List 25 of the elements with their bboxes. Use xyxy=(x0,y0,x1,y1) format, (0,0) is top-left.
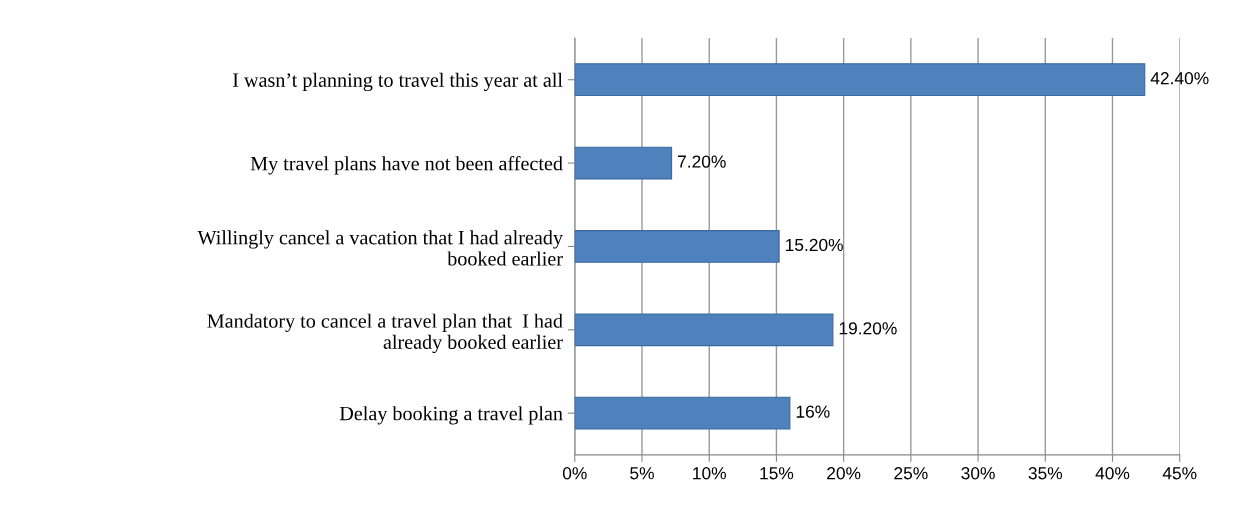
y-tick-label: Delay booking a travel plan xyxy=(339,406,563,425)
bar xyxy=(574,396,791,430)
bar xyxy=(574,313,834,347)
x-tick-label: 10% xyxy=(693,467,726,480)
x-tick-label: 45% xyxy=(1162,467,1197,480)
bar xyxy=(574,63,1146,97)
x-tick-label: 0% xyxy=(562,467,587,480)
bar xyxy=(574,230,780,263)
x-tick-label: 25% xyxy=(894,467,928,480)
data-label: 16% xyxy=(796,405,830,418)
x-tick-label: 15% xyxy=(760,467,794,480)
x-tick-label: 40% xyxy=(1095,467,1130,480)
bar xyxy=(574,146,673,180)
y-tick-label: My travel plans have not been affected xyxy=(250,155,563,175)
data-label: 7.20% xyxy=(678,155,726,168)
y-tick-label: I wasn’t planning to travel this year at all xyxy=(232,72,563,92)
data-label: 19.20% xyxy=(839,322,897,335)
x-tick-label: 5% xyxy=(630,467,654,480)
y-tick-label: Mandatory to cancel a travel plan that I had already booked earlier xyxy=(207,313,563,354)
x-tick-label: 30% xyxy=(961,467,995,480)
data-label: 15.20% xyxy=(785,238,843,252)
x-tick-label: 35% xyxy=(1028,467,1063,480)
y-tick-label: Willingly cancel a vacation that I had already booked earlier xyxy=(197,230,563,266)
x-tick-label: 20% xyxy=(827,467,861,480)
data-label: 42.40% xyxy=(1150,72,1209,85)
